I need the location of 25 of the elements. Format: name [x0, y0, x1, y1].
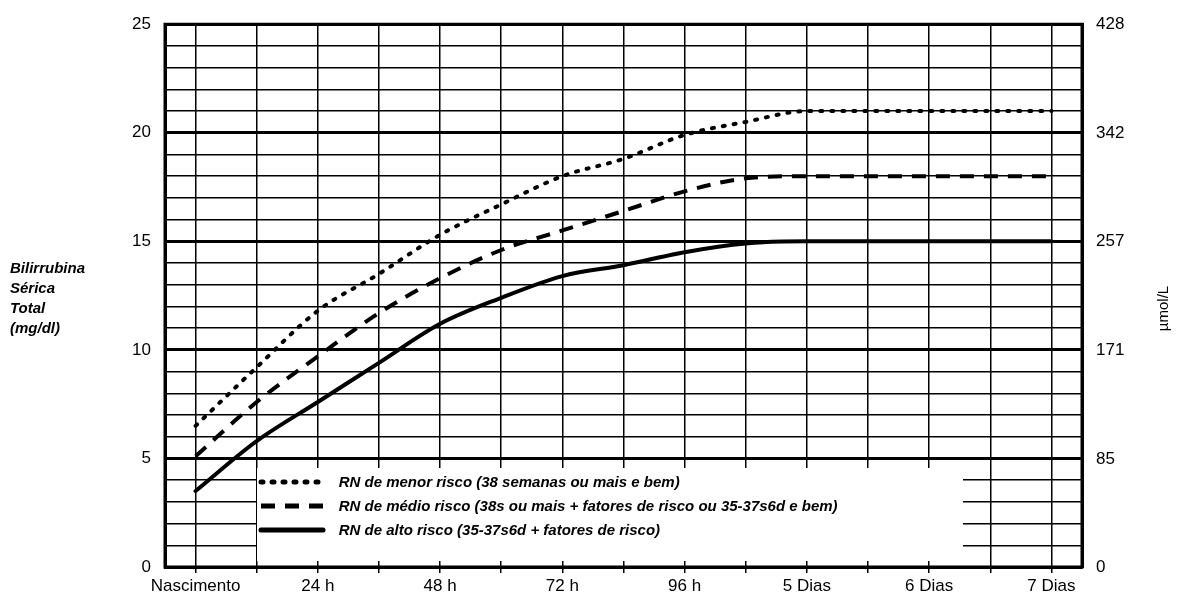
- legend-label: RN de alto risco (35-37s6d + fatores de risco): [338, 521, 661, 539]
- legend-label: RN de menor risco (38 semanas ou mais e bem): [338, 473, 680, 491]
- y-tick-label: 5: [141, 448, 151, 468]
- x-tick-label: 7 Dias: [1027, 575, 1076, 595]
- y-tick-label: 20: [132, 122, 151, 142]
- x-tick-label: 6 Dias: [905, 575, 954, 595]
- y2-tick-label: 342: [1096, 122, 1125, 142]
- y2-tick-label: 171: [1096, 339, 1125, 359]
- y2-tick-label: 85: [1096, 448, 1115, 468]
- x-tick-label: 72 h: [545, 575, 579, 595]
- legend-label: RN de médio risco (38s ou mais + fatores de risco ou 35-37s6d e bem): [338, 497, 838, 515]
- x-tick-label: 96 h: [668, 575, 702, 595]
- x-tick-label: 24 h: [301, 575, 335, 595]
- y-tick-label: 0: [141, 556, 151, 576]
- y2-axis-title: µmol/L: [1154, 285, 1172, 332]
- y2-tick-label: 428: [1096, 13, 1125, 33]
- y-tick-label: 15: [132, 231, 151, 251]
- x-tick-label: Nascimento: [150, 575, 241, 595]
- y2-tick-label: 257: [1096, 230, 1125, 250]
- y-axis-title: Bilirrubina Sérica Total (mg/dl): [10, 258, 86, 338]
- x-tick-label: 5 Dias: [782, 575, 831, 595]
- x-tick-label: 48 h: [423, 575, 457, 595]
- y2-tick-label: 0: [1096, 556, 1106, 576]
- y-tick-label: 25: [132, 13, 151, 33]
- y-tick-label: 10: [132, 339, 151, 359]
